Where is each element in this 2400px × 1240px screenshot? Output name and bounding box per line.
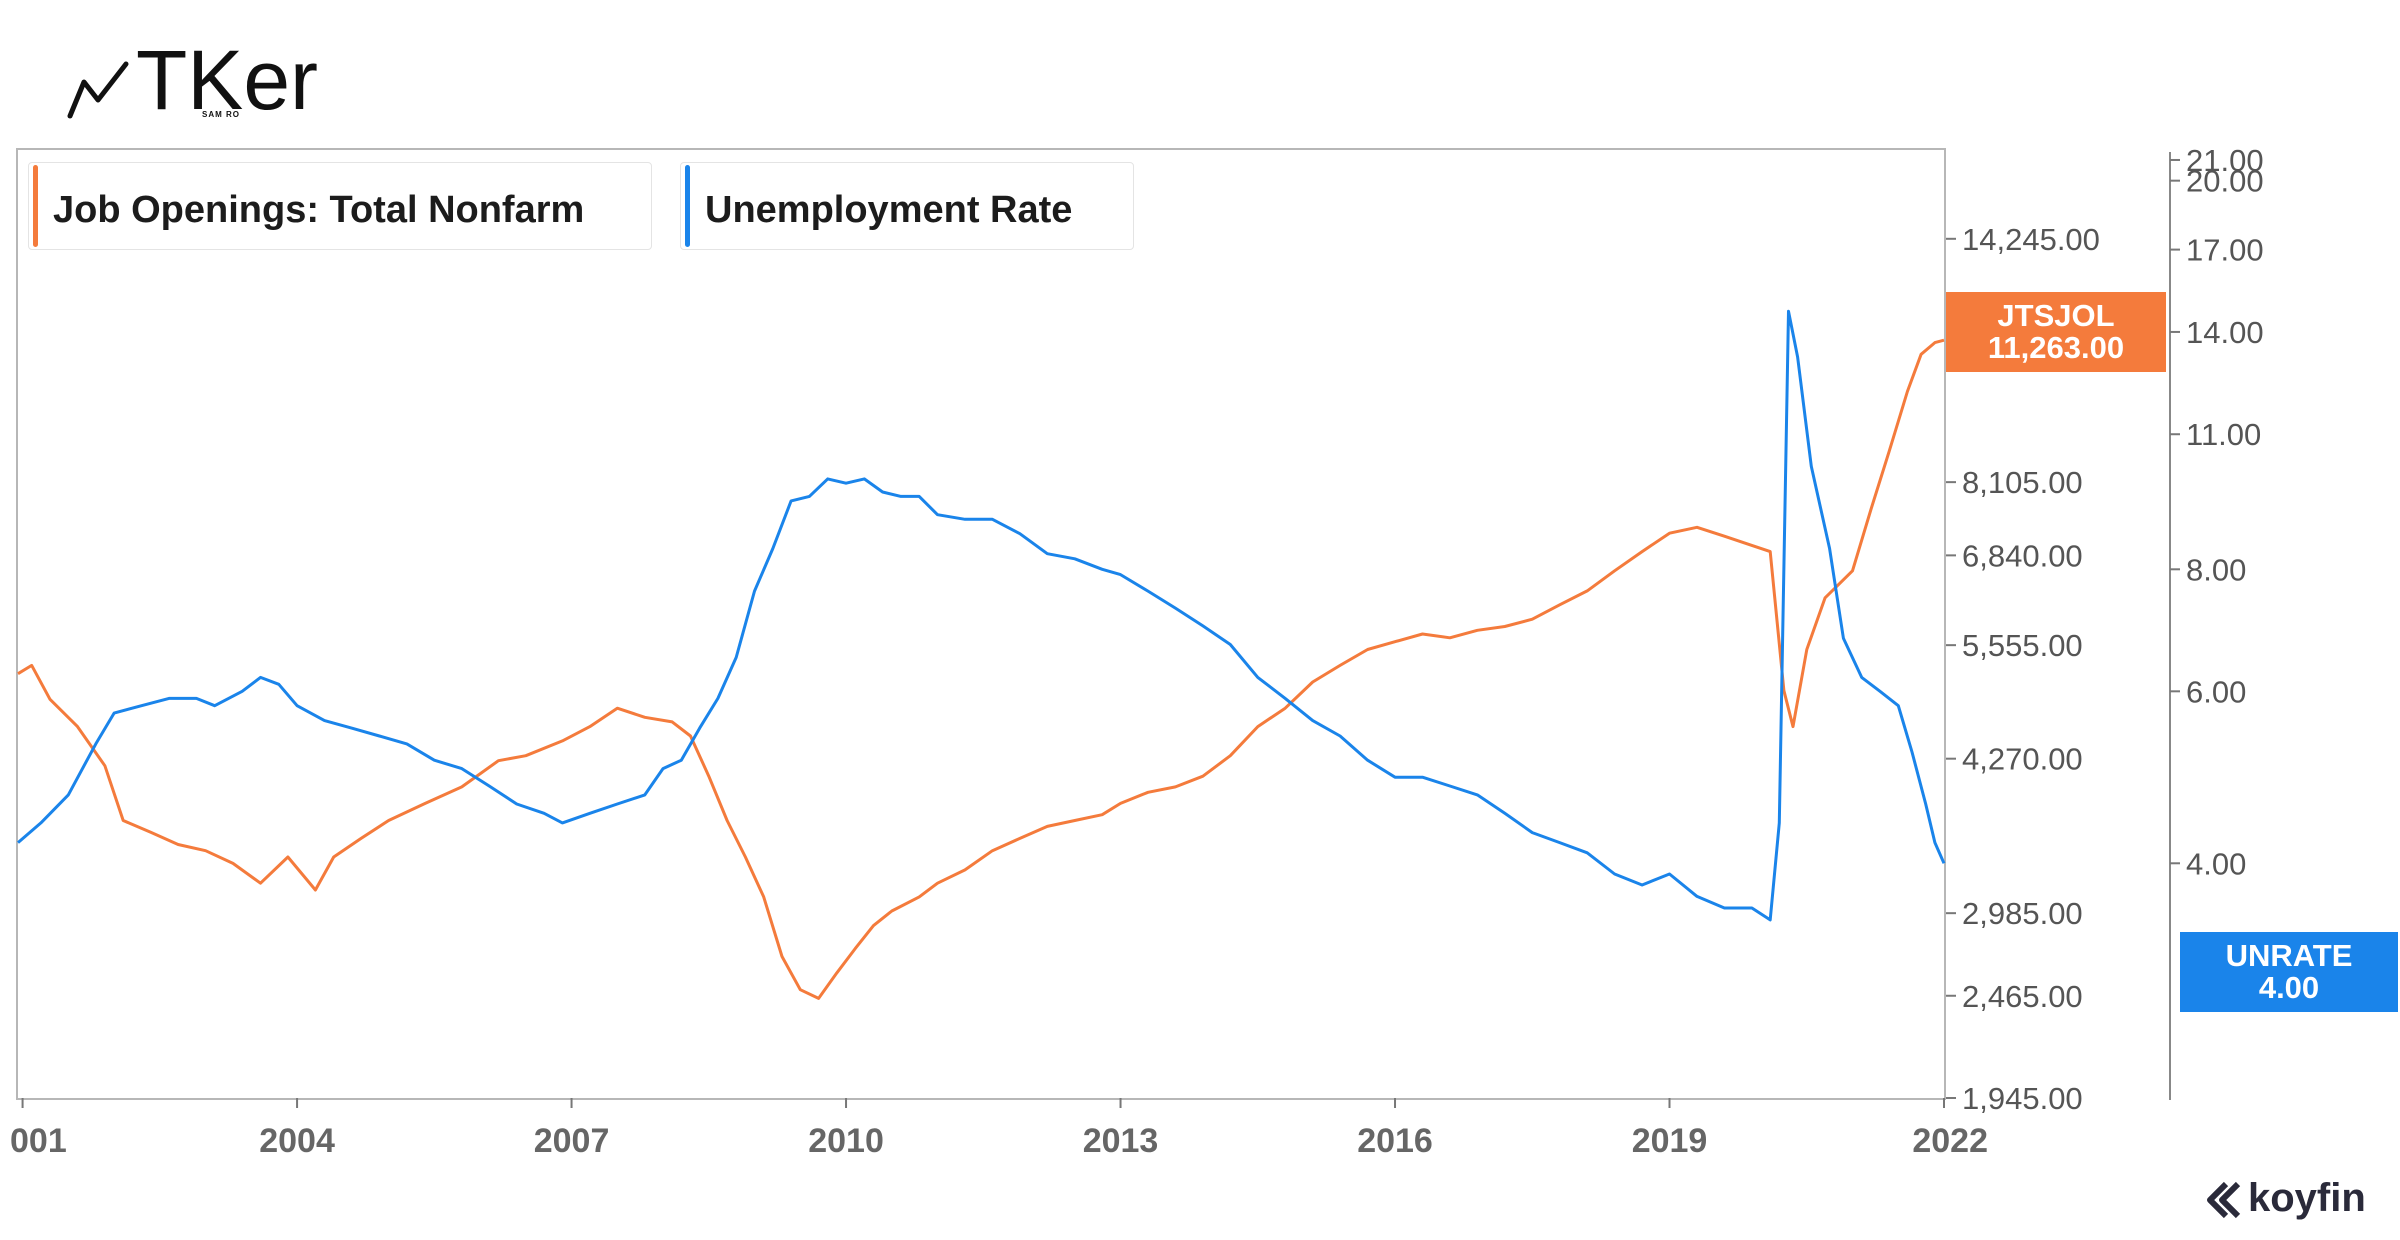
right-axis-tick-label: 17.00 — [2186, 233, 2264, 268]
tker-logo: TKer SAM RO — [66, 38, 326, 128]
tag-ticker-jtsjol: JTSJOL — [1997, 298, 2115, 333]
left-axis: 1,945.00 2,465.00 2,985.00 4,270.00 5,555.00… — [1946, 222, 2100, 1116]
right-axis-tick-label: 6.00 — [2186, 674, 2246, 709]
right-axis-tick-label: 8.00 — [2186, 552, 2246, 587]
right-axis-tick-label: 21.00 — [2186, 143, 2264, 178]
last-value-tag-jtsjol: JTSJOL 11,263.00 — [1946, 292, 2166, 372]
right-axis-tick-label: 4.00 — [2186, 846, 2246, 881]
x-axis-tick-label: 2004 — [259, 1122, 335, 1160]
koyfin-wordmark: koyfin — [2248, 1176, 2366, 1220]
left-axis-tick-label: 4,270.00 — [1962, 742, 2083, 777]
tag-value-jtsjol: 11,263.00 — [1987, 330, 2125, 365]
brand-author: SAM RO — [202, 110, 240, 119]
x-axis: 001 2004 2007 2010 2013 2016 2019 2022 — [10, 1098, 1988, 1160]
koyfin-logo-icon — [2207, 1181, 2241, 1219]
left-axis-tick-label: 2,465.00 — [1962, 979, 2083, 1014]
legend-label-unemployment: Unemployment Rate — [705, 189, 1073, 231]
left-axis-tick-label: 14,245.00 — [1962, 222, 2100, 257]
tag-ticker-unrate: UNRATE — [2225, 938, 2353, 973]
series-line-job-openings — [17, 338, 1945, 1000]
koyfin-watermark: koyfin — [2204, 1176, 2394, 1224]
series-layer — [17, 309, 1946, 1000]
trend-line-icon — [67, 61, 129, 119]
left-axis-tick-label: 8,105.00 — [1962, 465, 2083, 500]
legend-item-unemployment[interactable]: Unemployment Rate — [680, 162, 1134, 250]
brand-name: TKer — [136, 33, 319, 127]
last-value-tag-unrate: UNRATE 4.00 — [2180, 932, 2398, 1012]
legend-swatch-unemployment — [685, 165, 690, 247]
right-axis-tick-label: 11.00 — [2186, 417, 2261, 452]
left-axis-tick-label: 2,985.00 — [1962, 896, 2083, 931]
x-axis-tick-label: 2019 — [1632, 1122, 1708, 1160]
left-axis-tick-label: 6,840.00 — [1962, 538, 2083, 573]
tag-value-unrate: 4.00 — [2258, 970, 2320, 1005]
x-axis-tick-label: 2010 — [808, 1122, 884, 1160]
legend-item-job-openings[interactable]: Job Openings: Total Nonfarm — [28, 162, 652, 250]
x-axis-tick-label: 2022 — [1912, 1122, 1988, 1160]
legend-label-job-openings: Job Openings: Total Nonfarm — [53, 189, 585, 231]
legend-swatch-job-openings — [33, 165, 38, 247]
series-line-unemployment-rate — [17, 309, 1946, 922]
left-axis-tick-label: 1,945.00 — [1962, 1081, 2083, 1116]
x-axis-tick-label: 2007 — [534, 1122, 610, 1160]
x-axis-tick-label: 001 — [10, 1122, 67, 1160]
plot-area — [16, 148, 1946, 1100]
right-axis-tick-label: 14.00 — [2186, 315, 2264, 350]
x-axis-tick-label: 2016 — [1357, 1122, 1433, 1160]
left-axis-tick-label: 5,555.00 — [1962, 628, 2083, 663]
right-axis-tick-label: 20.00 — [2186, 164, 2264, 199]
x-axis-tick-label: 2013 — [1083, 1122, 1159, 1160]
